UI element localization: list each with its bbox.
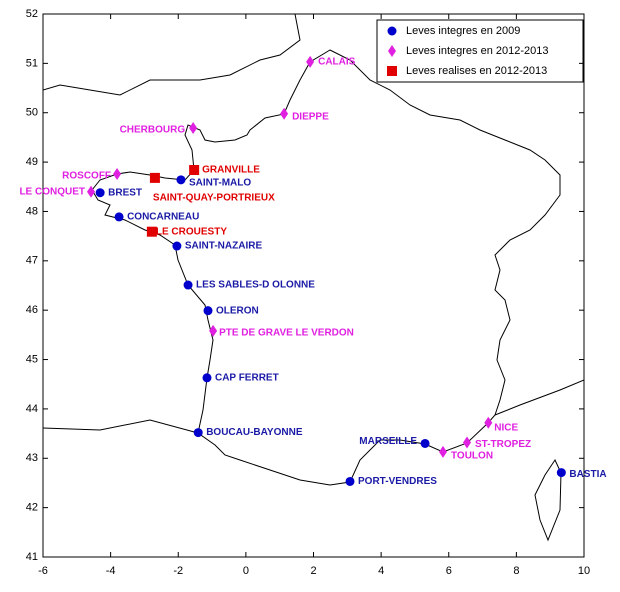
marker — [345, 476, 355, 486]
spain-coast — [43, 419, 199, 434]
marker — [439, 445, 448, 458]
marker — [95, 188, 105, 198]
point-label: OLERON — [216, 305, 259, 316]
y-tick-label: 46 — [26, 304, 38, 316]
point-label: MARSEILLE — [359, 436, 417, 447]
marker — [189, 164, 200, 175]
point-label: GRANVILLE — [202, 165, 260, 176]
point-label: ROSCOFF — [62, 171, 111, 182]
corsica — [534, 458, 562, 542]
marker — [387, 66, 397, 76]
y-tick-label: 47 — [26, 255, 38, 267]
marker — [463, 436, 472, 449]
point-label: BOUCAU-BAYONNE — [206, 427, 303, 438]
marker — [388, 45, 396, 57]
legend-label: Leves realises en 2012-2013 — [406, 65, 547, 77]
marker — [189, 122, 198, 135]
point-label: BASTIA — [569, 469, 606, 480]
y-tick-label: 45 — [26, 353, 38, 365]
y-tick-label: 48 — [26, 205, 38, 217]
x-tick-label: -6 — [38, 565, 48, 577]
point-label: LES SABLES-D OLONNE — [196, 280, 315, 291]
x-tick-label: 0 — [243, 565, 249, 577]
marker — [149, 172, 160, 183]
marker — [306, 55, 315, 68]
marker — [172, 241, 182, 251]
france-outline — [91, 49, 561, 486]
y-tick-label: 42 — [26, 502, 38, 514]
marker — [556, 468, 566, 478]
x-tick-label: 2 — [310, 565, 316, 577]
marker — [203, 306, 213, 316]
italy-coast — [494, 379, 584, 416]
point-label: LE CONQUET — [19, 186, 85, 197]
x-tick-label: -4 — [106, 565, 116, 577]
y-tick-label: 49 — [26, 156, 38, 168]
x-tick-label: 8 — [513, 565, 519, 577]
point-label: ST-TROPEZ — [475, 439, 531, 450]
y-tick-label: 44 — [26, 403, 38, 415]
marker — [87, 185, 96, 198]
coastlines — [43, 14, 584, 542]
marker — [114, 212, 124, 222]
point-label: CONCARNEAU — [127, 212, 199, 223]
marker — [420, 438, 430, 448]
point-label: DIEPPE — [292, 111, 329, 122]
marker — [280, 107, 289, 120]
marker — [193, 428, 203, 438]
marker — [387, 26, 397, 36]
point-label: TOULON — [451, 450, 493, 461]
marker — [484, 416, 493, 429]
x-tick-label: -2 — [173, 565, 183, 577]
point-label: SAINT-QUAY-PORTRIEUX — [153, 193, 275, 204]
point-label: SAINT-NAZAIRE — [185, 241, 263, 252]
england-coast — [43, 14, 301, 96]
point-label: CHERBOURG — [120, 125, 186, 136]
marker — [176, 175, 186, 185]
point-label: PORT-VENDRES — [358, 476, 437, 487]
marker — [209, 324, 218, 337]
y-tick-label: 52 — [26, 8, 38, 20]
point-label: SAINT-MALO — [189, 178, 251, 189]
marker — [202, 373, 212, 383]
point-label: LE CROUESTY — [156, 226, 227, 237]
point-label: BREST — [108, 187, 142, 198]
legend-label: Leves integres en 2012-2013 — [406, 45, 549, 57]
point-label: PTE DE GRAVE LE VERDON — [219, 328, 354, 339]
point-label: CALAIS — [318, 57, 356, 68]
point-label: NICE — [494, 422, 518, 433]
marker — [146, 226, 157, 237]
y-tick-label: 51 — [26, 57, 38, 69]
y-tick-label: 43 — [26, 452, 38, 464]
y-tick-label: 41 — [26, 551, 38, 563]
marker — [183, 280, 193, 290]
x-tick-label: 10 — [578, 565, 590, 577]
x-tick-label: 6 — [446, 565, 452, 577]
point-label: CAP FERRET — [215, 372, 279, 383]
marker — [113, 167, 122, 180]
x-tick-label: 4 — [378, 565, 384, 577]
legend-label: Leves integres en 2009 — [406, 25, 520, 37]
y-tick-label: 50 — [26, 107, 38, 119]
legend-box — [376, 19, 584, 83]
